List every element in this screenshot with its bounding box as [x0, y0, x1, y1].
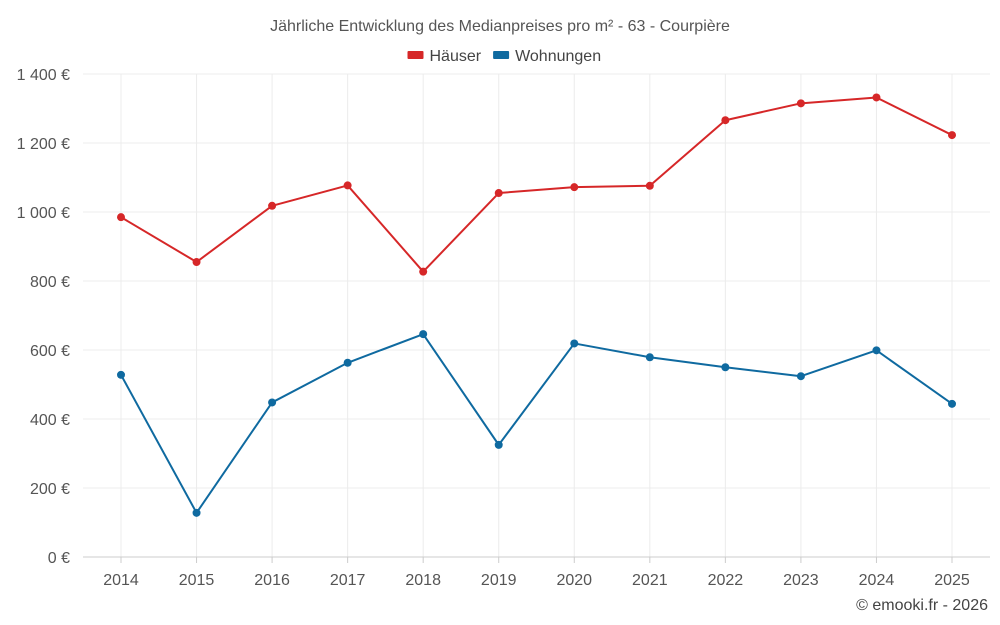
data-point[interactable]: [872, 346, 881, 355]
x-tick-label: 2020: [556, 572, 592, 589]
data-point[interactable]: [872, 93, 881, 102]
x-tick-label: 2016: [254, 572, 290, 589]
legend-item[interactable]: Wohnungen: [493, 48, 601, 65]
data-point[interactable]: [419, 330, 428, 339]
series-layer: [117, 93, 956, 517]
x-tick-label: 2019: [481, 572, 517, 589]
legend-label: Häuser: [430, 48, 482, 65]
data-point[interactable]: [570, 339, 579, 348]
x-tick-label: 2024: [859, 572, 895, 589]
data-point[interactable]: [721, 116, 730, 125]
data-point[interactable]: [268, 201, 277, 210]
series-line: [120, 333, 953, 514]
legend-label: Wohnungen: [515, 48, 601, 65]
series-1: [117, 93, 956, 276]
y-tick-label: 200 €: [30, 481, 70, 498]
axes: 0 € 200 € 400 € 600 € 800 € 1 000 € 1 200 € 1 4…: [17, 67, 990, 589]
x-tick-label: 2023: [783, 572, 819, 589]
data-point[interactable]: [343, 358, 352, 367]
data-point[interactable]: [494, 189, 503, 198]
x-tick-label: 2025: [934, 572, 970, 589]
data-point[interactable]: [117, 213, 125, 222]
y-tick-label: 800 €: [30, 274, 70, 291]
chart-legend: Häuser Wohnungen: [407, 48, 601, 65]
data-point[interactable]: [721, 363, 730, 372]
x-tick-label: 2017: [330, 572, 366, 589]
data-point[interactable]: [343, 181, 352, 190]
grid-lines: [83, 73, 990, 557]
data-point[interactable]: [192, 258, 201, 267]
data-point[interactable]: [192, 508, 201, 517]
data-point[interactable]: [796, 372, 805, 381]
x-tick-label: 2021: [632, 572, 668, 589]
x-tick-label: 2015: [179, 572, 215, 589]
legend-swatch: [407, 51, 424, 59]
y-tick-label: 0 €: [48, 550, 70, 567]
data-point[interactable]: [268, 398, 277, 407]
data-point[interactable]: [117, 370, 125, 379]
legend-swatch: [493, 51, 510, 59]
data-point[interactable]: [948, 399, 956, 408]
x-tick-label: 2014: [103, 572, 139, 589]
data-point[interactable]: [645, 181, 654, 190]
y-tick-label: 600 €: [30, 343, 70, 360]
data-point[interactable]: [948, 131, 956, 140]
data-point[interactable]: [570, 183, 579, 192]
series-line: [120, 96, 953, 273]
credit-text: © emooki.fr - 2026: [856, 597, 988, 614]
y-tick-label: 1 400 €: [17, 67, 70, 84]
series-2: [117, 330, 956, 517]
legend-item[interactable]: Häuser: [407, 48, 482, 65]
x-tick-label: 2018: [405, 572, 441, 589]
y-tick-label: 1 000 €: [17, 205, 70, 222]
data-point[interactable]: [796, 99, 805, 108]
y-tick-label: 1 200 €: [17, 136, 70, 153]
y-tick-label: 400 €: [30, 412, 70, 429]
x-tick-label: 2022: [708, 572, 744, 589]
chart-title: Jährliche Entwicklung des Medianpreises …: [270, 18, 730, 35]
data-point[interactable]: [645, 353, 654, 362]
data-point[interactable]: [419, 267, 428, 276]
data-point[interactable]: [494, 440, 503, 449]
